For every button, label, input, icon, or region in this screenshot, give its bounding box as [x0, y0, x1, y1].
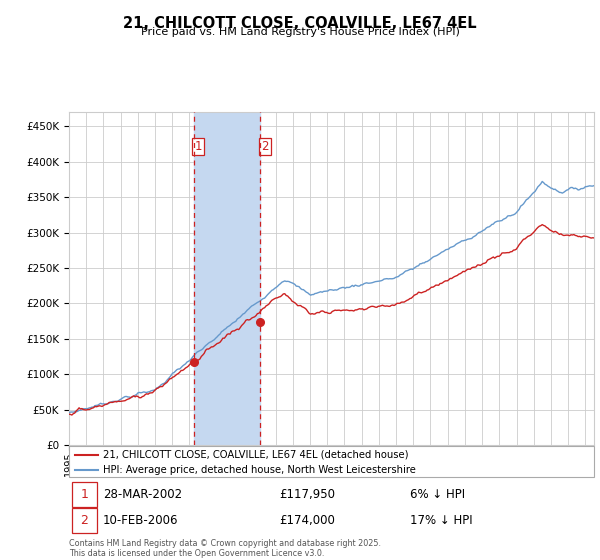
Text: 17% ↓ HPI: 17% ↓ HPI — [410, 514, 473, 528]
FancyBboxPatch shape — [71, 508, 97, 533]
Text: 21, CHILCOTT CLOSE, COALVILLE, LE67 4EL: 21, CHILCOTT CLOSE, COALVILLE, LE67 4EL — [123, 16, 477, 31]
Text: 6% ↓ HPI: 6% ↓ HPI — [410, 488, 466, 501]
Text: £174,000: £174,000 — [279, 514, 335, 528]
Text: 10-FEB-2006: 10-FEB-2006 — [103, 514, 179, 528]
Text: 28-MAR-2002: 28-MAR-2002 — [103, 488, 182, 501]
Text: £117,950: £117,950 — [279, 488, 335, 501]
Text: Price paid vs. HM Land Registry's House Price Index (HPI): Price paid vs. HM Land Registry's House … — [140, 27, 460, 37]
Text: 1: 1 — [194, 141, 202, 153]
Text: 2: 2 — [80, 514, 88, 528]
Text: Contains HM Land Registry data © Crown copyright and database right 2025.
This d: Contains HM Land Registry data © Crown c… — [69, 539, 381, 558]
FancyBboxPatch shape — [71, 482, 97, 507]
Text: 2: 2 — [261, 141, 269, 153]
Text: HPI: Average price, detached house, North West Leicestershire: HPI: Average price, detached house, Nort… — [103, 465, 416, 475]
Text: 1: 1 — [80, 488, 88, 501]
Text: 21, CHILCOTT CLOSE, COALVILLE, LE67 4EL (detached house): 21, CHILCOTT CLOSE, COALVILLE, LE67 4EL … — [103, 450, 409, 460]
Bar — [194, 112, 260, 445]
